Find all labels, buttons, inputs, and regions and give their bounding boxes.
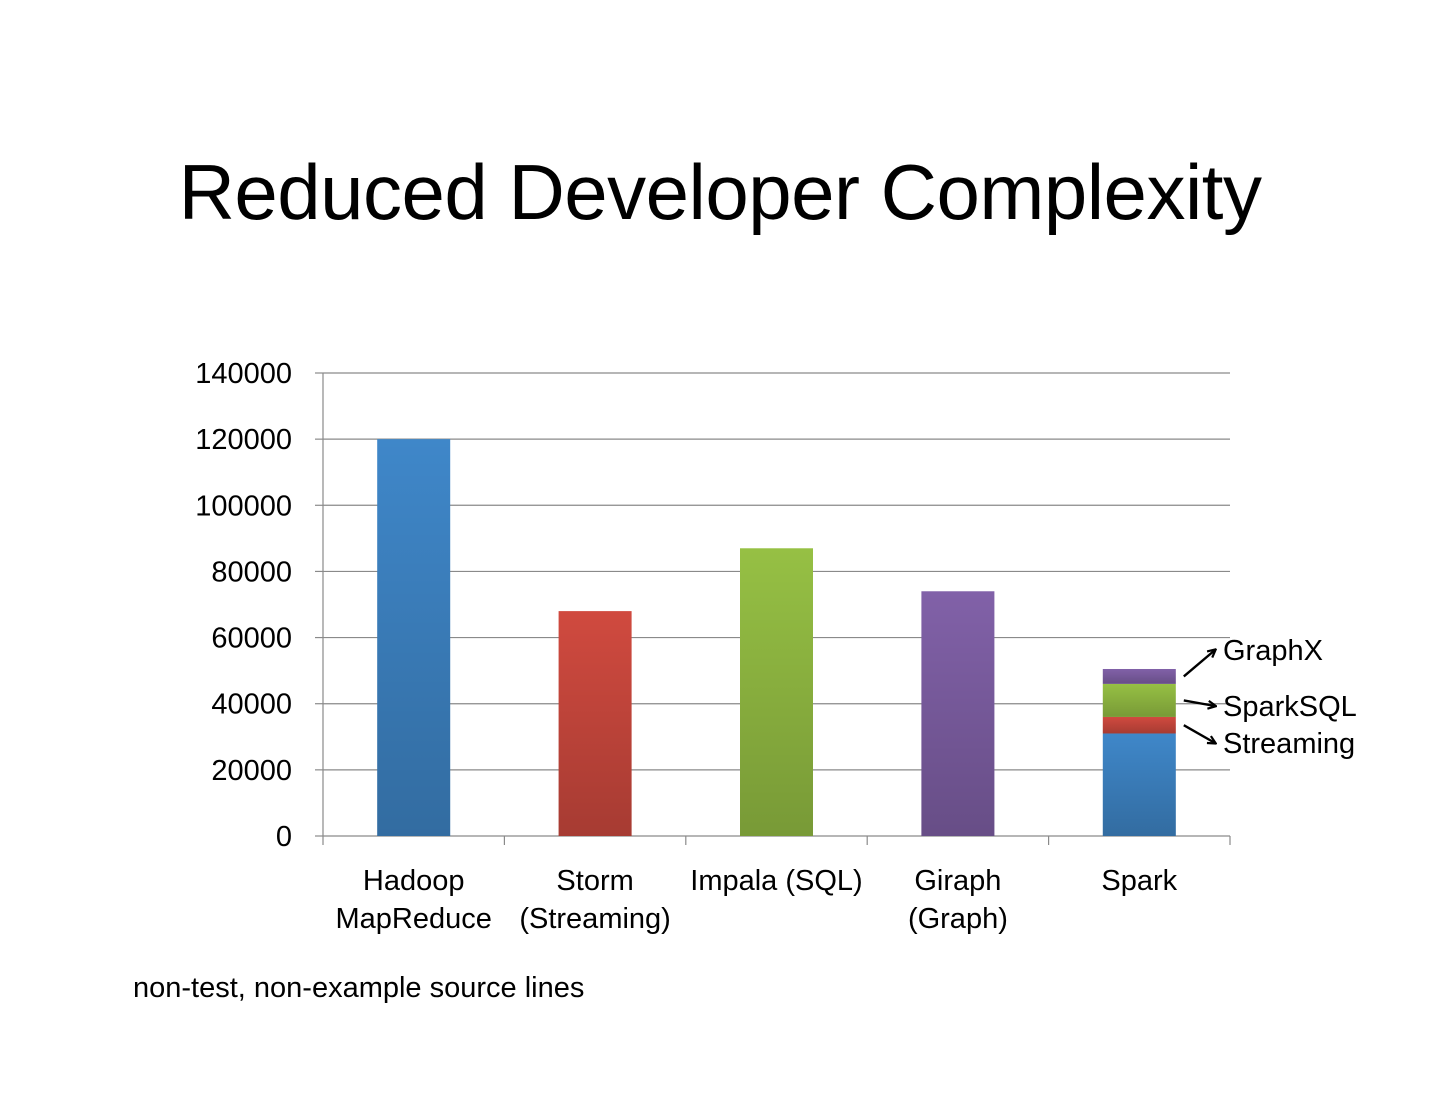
- x-category-label: Giraph: [914, 865, 1001, 897]
- x-category-label: (Graph): [908, 903, 1008, 935]
- y-tick-label: 80000: [211, 556, 292, 588]
- x-category-label: Spark: [1101, 865, 1177, 897]
- y-tick-label: 40000: [211, 689, 292, 721]
- annotation-label: SparkSQL: [1223, 691, 1357, 723]
- bar-segment-shading: [1102, 716, 1176, 734]
- y-tick-label: 20000: [211, 755, 292, 787]
- footnote: non-test, non-example source lines: [133, 972, 585, 1004]
- annotations: GraphX SparkSQL Streaming: [1183, 635, 1357, 760]
- x-category-label: Hadoop: [363, 865, 465, 897]
- annotation-arrow: [1183, 724, 1215, 743]
- bar-segment-shading: [1102, 733, 1176, 836]
- slide-title: Reduced Developer Complexity: [178, 148, 1262, 236]
- x-category-label: Impala (SQL): [690, 865, 862, 897]
- annotation-label: GraphX: [1223, 635, 1323, 667]
- y-tick-label: 140000: [195, 358, 292, 390]
- y-tick-label: 100000: [195, 490, 292, 522]
- labels: 0 20000 40000 60000 80000 100000 120000 140000 H…: [195, 358, 1177, 935]
- bar-segment-shading: [558, 611, 632, 836]
- bar-segment-shading: [1102, 668, 1176, 684]
- bar-segment-shading: [377, 439, 451, 836]
- annotation-arrow: [1183, 650, 1215, 678]
- x-category-label: (Streaming): [519, 903, 671, 935]
- x-category-label: MapReduce: [336, 903, 492, 935]
- annotation-label: Streaming: [1223, 728, 1355, 760]
- x-category-label: Storm: [556, 865, 633, 897]
- annotation-arrow: [1183, 699, 1215, 706]
- bar-segment-shading: [740, 548, 813, 836]
- y-tick-label: 60000: [211, 623, 292, 655]
- y-tick-label: 0: [276, 821, 292, 853]
- bars: [377, 439, 1176, 836]
- y-tick-label: 120000: [195, 424, 292, 456]
- bar-segment-shading: [1102, 683, 1176, 717]
- bar-segment-shading: [921, 591, 995, 836]
